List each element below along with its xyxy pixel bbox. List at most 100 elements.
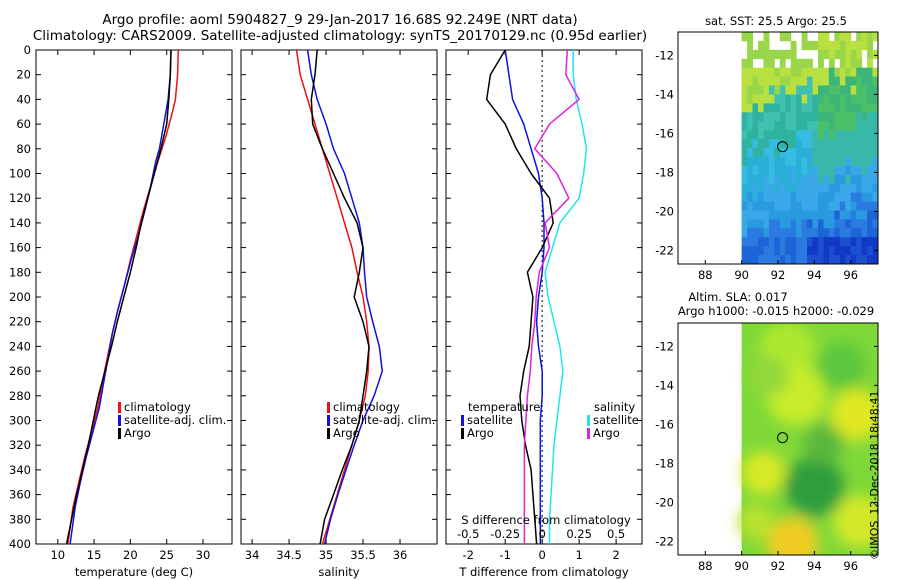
sst-cell [828, 85, 835, 95]
sst-cell [818, 76, 824, 86]
sst-cell [861, 219, 868, 229]
sst-cell [779, 76, 786, 86]
sst-cell [812, 183, 819, 193]
sst-cell [856, 255, 863, 264]
sst-cell [768, 183, 775, 193]
sst-cell [839, 40, 846, 51]
sst-cell [790, 156, 797, 167]
sst-cell [867, 112, 873, 122]
sst-cell [839, 130, 846, 140]
sst-cell [752, 183, 759, 193]
figure-title-line2: Climatology: CARS2009. Satellite-adjuste… [32, 28, 648, 44]
sst-cell [774, 148, 781, 158]
sst-cell [839, 201, 846, 211]
legend-swatch [461, 415, 464, 426]
sst-cell [818, 121, 824, 131]
sst-cell [763, 139, 770, 149]
sst-cell [850, 174, 857, 185]
sst-cell [774, 67, 781, 77]
sst-cell [807, 58, 813, 69]
sst-cell [839, 67, 846, 77]
top-tick-label: 0 [538, 527, 545, 541]
sst-cell [845, 219, 852, 229]
sst-cell [861, 255, 868, 264]
sst-cell [872, 174, 878, 185]
sst-cell [758, 255, 764, 264]
sst-cell [839, 174, 846, 185]
sst-cell [818, 112, 824, 122]
sst-cell [834, 165, 841, 176]
series-line-s-satellite [544, 50, 588, 544]
sst-cell [801, 192, 808, 202]
map-sst-map: 88 90 92 94 96 -12 -14 -16 -18 -20 -22 sat. SST: 25… [655, 14, 879, 282]
sst-cell [812, 40, 819, 51]
sst-cell [807, 112, 813, 122]
sst-cell [856, 103, 863, 113]
sst-cell [807, 219, 813, 229]
sst-cell [818, 148, 824, 158]
sst-cell [856, 130, 863, 140]
x-tick-label: 25 [159, 548, 174, 562]
sst-cell [752, 246, 759, 256]
sla-blob [817, 341, 866, 390]
sst-cell [768, 103, 775, 113]
sst-cell [741, 174, 748, 185]
sst-cell [823, 94, 830, 104]
legend-entry: Argo [124, 426, 151, 440]
sst-cell [823, 67, 830, 77]
sst-cell [801, 103, 808, 113]
sst-cell [768, 228, 775, 238]
sst-cell [790, 228, 797, 238]
sst-cell [747, 49, 753, 60]
legend-swatch [461, 428, 464, 439]
sst-cell [823, 121, 830, 131]
top-axis-label: S difference from climatology [461, 513, 631, 527]
sst-cell [812, 174, 819, 185]
sst-cell [801, 94, 808, 104]
sst-cell [850, 139, 857, 149]
y-tick-label: 360 [9, 488, 31, 502]
argo-location-marker [777, 432, 789, 444]
sst-cell [828, 121, 835, 131]
sst-cell [845, 246, 852, 256]
sst-cell [839, 210, 846, 220]
sst-cell [785, 85, 792, 95]
sst-cell [796, 165, 803, 176]
sst-cell [807, 210, 813, 220]
series-line-satellite-adj-clim- [69, 49, 172, 545]
sst-cell [741, 165, 748, 176]
sst-cell [850, 112, 857, 122]
sst-cell [834, 112, 841, 122]
sst-cell [861, 156, 868, 167]
sst-cell [834, 85, 841, 95]
sst-cell [872, 156, 878, 167]
sst-cell [861, 103, 868, 113]
sst-cell [763, 94, 770, 104]
sst-cell [834, 49, 841, 60]
sst-cell [856, 67, 863, 77]
sst-cell [867, 32, 873, 42]
sst-cell [807, 139, 813, 149]
sst-cell [785, 237, 792, 247]
sst-cell [845, 139, 852, 149]
series-line-t-satellite [504, 49, 545, 544]
sst-cell [796, 219, 803, 229]
sst-cell [861, 210, 868, 220]
sst-cell [768, 112, 775, 122]
sst-cell [785, 228, 792, 238]
sst-cell [801, 121, 808, 131]
sst-cell [774, 201, 781, 211]
sst-cell [861, 237, 868, 247]
sst-cell [812, 130, 819, 140]
sst-cell [763, 255, 770, 264]
sst-cell [856, 237, 863, 247]
sst-cell [867, 174, 873, 185]
sst-cell [812, 201, 819, 211]
sst-cell [856, 85, 863, 95]
sst-cell [801, 165, 808, 176]
sst-cell [850, 58, 857, 69]
sst-cell [823, 201, 830, 211]
sst-cell [752, 121, 759, 131]
sst-cell [747, 237, 753, 247]
x-tick-label: 10 [50, 548, 65, 562]
